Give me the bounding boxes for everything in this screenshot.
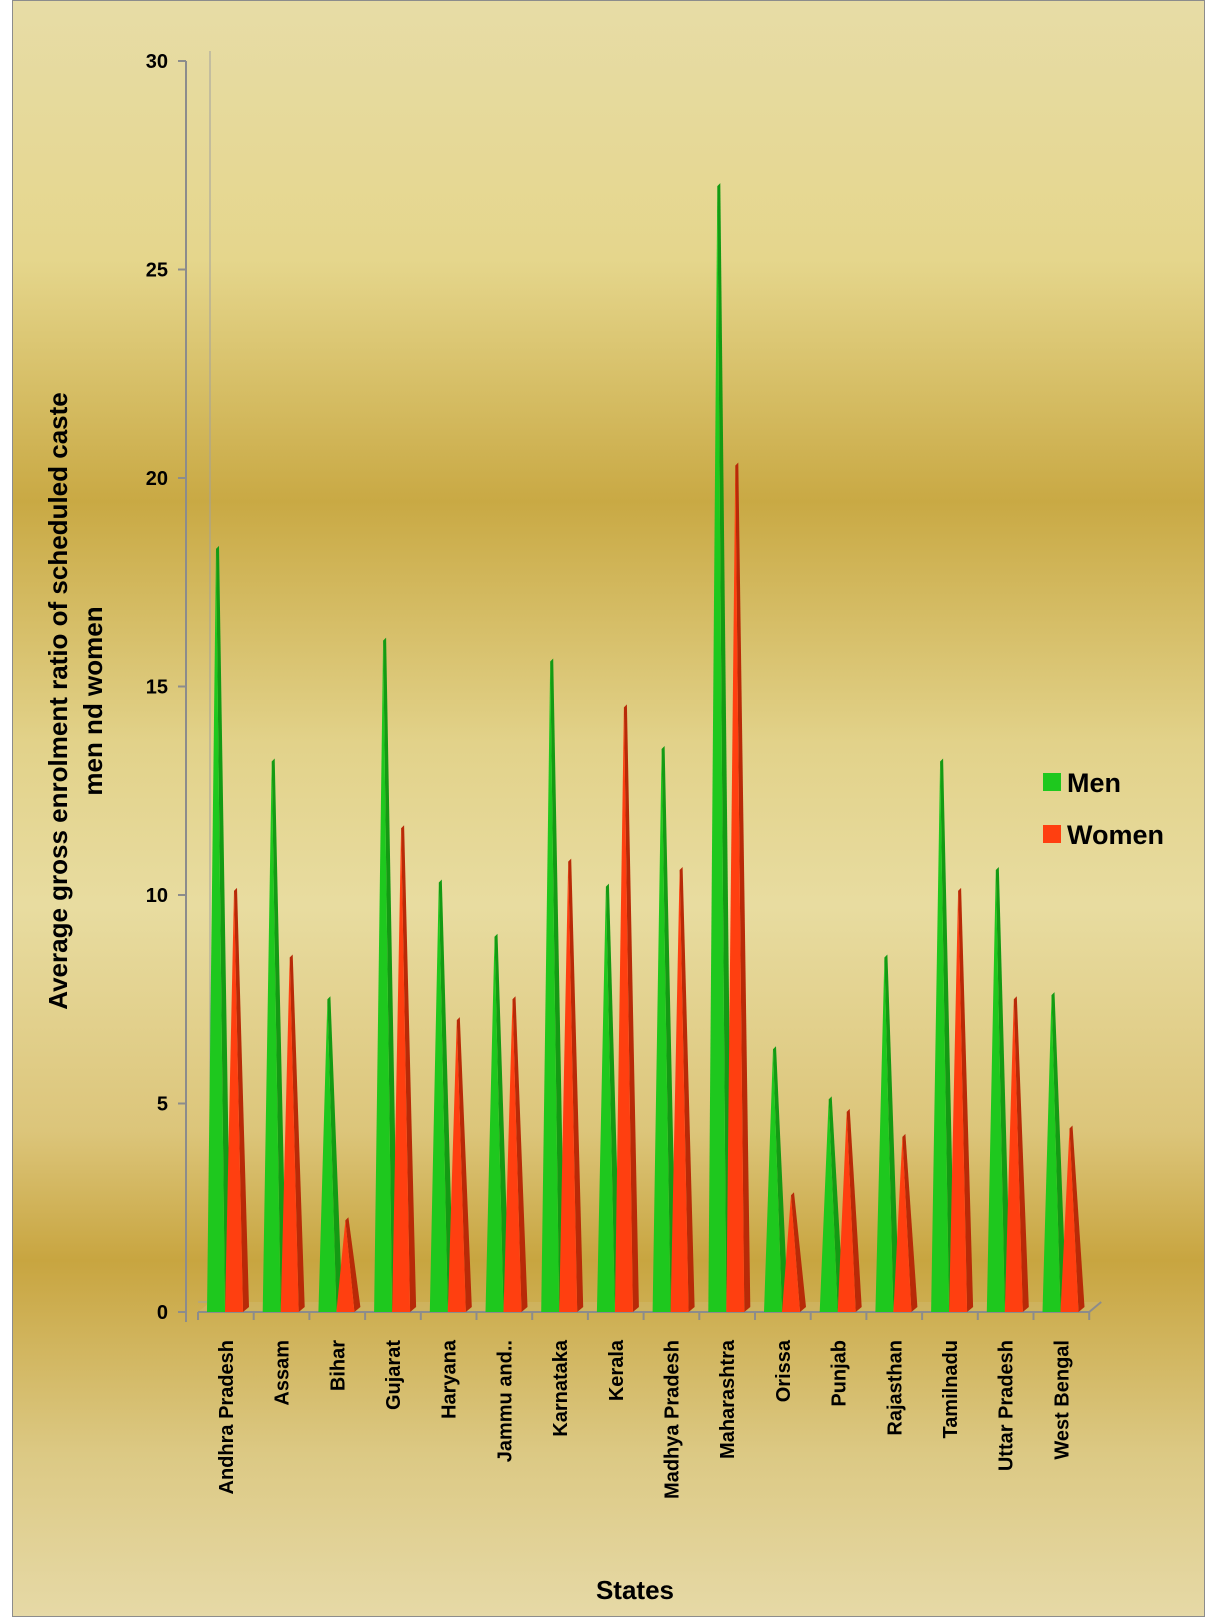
y-tick-label: 30: [146, 51, 168, 73]
bar-women: [1060, 1128, 1079, 1312]
bar-women-side: [958, 887, 974, 1312]
bar-men-side: [995, 866, 1011, 1312]
legend-swatch-men: [1043, 773, 1061, 791]
bar-women-side: [1069, 1125, 1085, 1312]
y-tick-label: 0: [157, 1302, 168, 1324]
bar-women-side: [512, 996, 528, 1312]
x-tick-label: Orissa: [773, 1339, 795, 1402]
bar-men-side: [828, 1096, 844, 1312]
bar-men: [652, 749, 671, 1312]
y-axis-title-line1: Average gross enrolment ratio of schedul…: [43, 392, 73, 1009]
bar-women: [503, 999, 522, 1312]
bar-men-side: [438, 879, 454, 1312]
legend-label-women: Women: [1067, 820, 1164, 850]
bar-women: [447, 1020, 466, 1312]
bar-women-side: [623, 704, 639, 1312]
bar-men-side: [1051, 992, 1067, 1312]
bar-women-side: [289, 954, 305, 1312]
bar-men: [931, 761, 950, 1312]
chart-area: 0 5 10 15 20 25 30 Andhra Pradesh Assam Bihar Guja…: [12, 0, 1205, 1617]
chart-svg: 0 5 10 15 20 25 30 Andhra Pradesh Assam Bihar Guja…: [43, 51, 1164, 1605]
bar-men: [986, 869, 1005, 1312]
bar-women: [225, 890, 243, 1312]
bar-men: [596, 886, 615, 1312]
y-tick-label: 25: [146, 260, 168, 282]
y-tick-label: 20: [146, 468, 168, 490]
bar-women: [336, 1220, 355, 1312]
bar-men-side: [216, 545, 231, 1312]
bar-men-side: [661, 746, 677, 1312]
x-axis-depth-line: [1088, 1301, 1102, 1313]
legend-label-men: Men: [1067, 768, 1121, 798]
bar-women-side: [1013, 996, 1029, 1312]
x-tick-label: Uttar Pradesh: [996, 1340, 1018, 1471]
bar-men-side: [717, 183, 733, 1313]
bar-men: [318, 999, 337, 1312]
bar-women-side: [846, 1108, 862, 1312]
x-tick-label: Karnataka: [550, 1339, 572, 1437]
bar-women-side: [456, 1017, 472, 1312]
bar-women: [782, 1195, 800, 1312]
bar-men: [485, 936, 504, 1312]
bar-women: [893, 1136, 912, 1312]
bar-men-side: [327, 996, 343, 1312]
x-tick-label: Andhra Pradesh: [216, 1340, 238, 1494]
bar-men: [207, 548, 225, 1312]
bar-women-side: [401, 825, 417, 1312]
x-tick-label: Rajasthan: [884, 1340, 906, 1436]
bar-men-side: [550, 658, 566, 1312]
bar-men-side: [383, 637, 399, 1312]
y-axis-title-line2: men nd women: [78, 606, 108, 795]
x-tick-label: Tamilnadu: [940, 1340, 962, 1439]
x-tick-label: Jammu and..: [494, 1340, 516, 1462]
bar-men: [262, 761, 281, 1312]
bar-women: [392, 828, 411, 1312]
bar-women: [726, 465, 745, 1312]
bar-men: [1042, 995, 1061, 1312]
bar-men-side: [940, 758, 956, 1312]
bar-men: [429, 882, 448, 1312]
bar-men-side: [271, 758, 287, 1312]
bar-men-side: [494, 933, 510, 1312]
x-tick-label: Haryana: [439, 1339, 461, 1419]
bar-men: [541, 661, 560, 1312]
bar-women-side: [791, 1192, 806, 1312]
x-tick-label: Kerala: [606, 1339, 628, 1401]
x-tick-label: Punjab: [829, 1340, 851, 1407]
bar-men: [708, 186, 727, 1313]
y-tick-label: 5: [157, 1094, 168, 1116]
bar-women-side: [568, 858, 584, 1312]
y-tick-label: 10: [146, 885, 168, 907]
x-tick-label: Gujarat: [383, 1340, 405, 1410]
x-tick-label: West Bengal: [1051, 1340, 1073, 1460]
bar-women-side: [679, 866, 695, 1312]
x-tick-label: Bihar: [327, 1340, 349, 1391]
bar-women: [559, 861, 578, 1312]
bar-men-side: [884, 954, 900, 1312]
y-tick-label: 15: [146, 677, 168, 699]
legend-swatch-women: [1043, 825, 1061, 843]
bar-women-side: [902, 1133, 918, 1312]
bar-women: [1004, 999, 1023, 1312]
bar-men: [374, 640, 393, 1312]
bar-women: [949, 890, 968, 1312]
chart-floor: [198, 1302, 1102, 1312]
bar-women-side: [234, 887, 249, 1312]
x-axis-title: States: [596, 1575, 674, 1605]
x-tick-label: Maharashtra: [717, 1339, 739, 1459]
bar-men: [764, 1049, 782, 1312]
x-tick-label: Assam: [272, 1340, 294, 1406]
bar-women: [614, 707, 633, 1312]
bar-men: [819, 1099, 838, 1312]
bar-men-side: [773, 1046, 788, 1312]
bar-women: [670, 869, 689, 1312]
bar-women-side: [345, 1217, 361, 1312]
x-tick-label: Madhya Pradesh: [661, 1340, 683, 1499]
bar-women: [837, 1111, 856, 1312]
bar-men: [875, 957, 894, 1312]
bar-women: [280, 957, 299, 1312]
bar-women-side: [735, 462, 751, 1312]
